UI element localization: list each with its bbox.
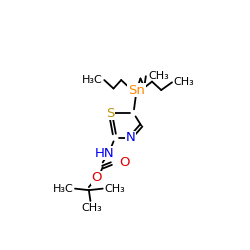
Text: H₃C: H₃C bbox=[82, 75, 103, 85]
Text: HN: HN bbox=[94, 147, 114, 160]
Text: CH₃: CH₃ bbox=[174, 77, 194, 87]
Text: O: O bbox=[119, 156, 130, 169]
Text: H₃C: H₃C bbox=[53, 184, 74, 194]
Text: Sn: Sn bbox=[128, 84, 145, 96]
Text: N: N bbox=[126, 131, 135, 144]
Text: O: O bbox=[91, 171, 102, 184]
Text: CH₃: CH₃ bbox=[148, 71, 169, 81]
Text: S: S bbox=[106, 107, 114, 120]
Text: CH₃: CH₃ bbox=[104, 184, 125, 194]
Text: CH₃: CH₃ bbox=[82, 203, 102, 213]
